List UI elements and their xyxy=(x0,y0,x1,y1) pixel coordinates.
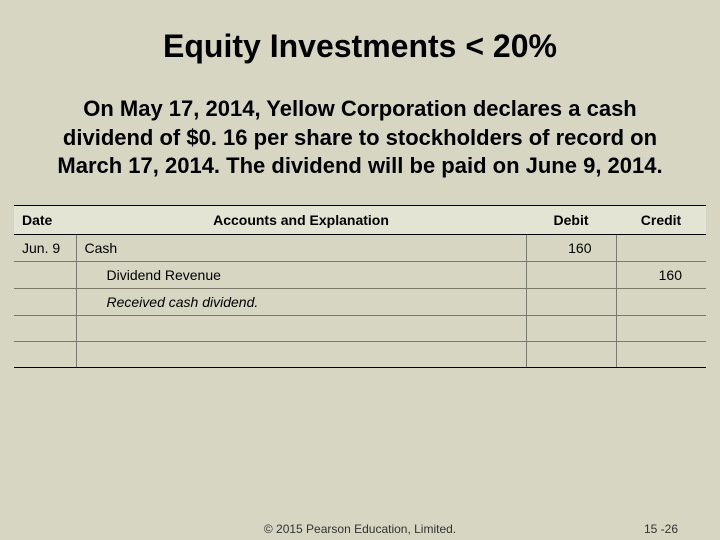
cell-date xyxy=(14,315,76,341)
col-header-credit: Credit xyxy=(616,205,706,234)
table-row: Dividend Revenue 160 xyxy=(14,261,706,288)
table-header-row: Date Accounts and Explanation Debit Cred… xyxy=(14,205,706,234)
table-row: Received cash dividend. xyxy=(14,288,706,315)
slide-title: Equity Investments < 20% xyxy=(0,0,720,65)
footer-copyright: © 2015 Pearson Education, Limited. xyxy=(264,522,456,536)
table-row xyxy=(14,341,706,367)
journal-entry-table: Date Accounts and Explanation Debit Cred… xyxy=(14,205,706,368)
cell-credit xyxy=(616,288,706,315)
cell-account xyxy=(76,315,526,341)
cell-account: Cash xyxy=(76,234,526,261)
cell-debit xyxy=(526,315,616,341)
cell-date xyxy=(14,288,76,315)
cell-account xyxy=(76,341,526,367)
cell-credit xyxy=(616,234,706,261)
cell-debit xyxy=(526,341,616,367)
cell-credit: 160 xyxy=(616,261,706,288)
table-row xyxy=(14,315,706,341)
slide-body-text: On May 17, 2014, Yellow Corporation decl… xyxy=(0,65,720,205)
cell-account: Dividend Revenue xyxy=(76,261,526,288)
table-row: Jun. 9 Cash 160 xyxy=(14,234,706,261)
cell-debit xyxy=(526,288,616,315)
cell-credit xyxy=(616,341,706,367)
cell-credit xyxy=(616,315,706,341)
cell-debit xyxy=(526,261,616,288)
col-header-debit: Debit xyxy=(526,205,616,234)
col-header-date: Date xyxy=(14,205,76,234)
footer-page-number: 15 -26 xyxy=(644,522,678,536)
cell-debit: 160 xyxy=(526,234,616,261)
cell-account: Received cash dividend. xyxy=(76,288,526,315)
cell-date xyxy=(14,341,76,367)
cell-date: Jun. 9 xyxy=(14,234,76,261)
col-header-account: Accounts and Explanation xyxy=(76,205,526,234)
cell-date xyxy=(14,261,76,288)
